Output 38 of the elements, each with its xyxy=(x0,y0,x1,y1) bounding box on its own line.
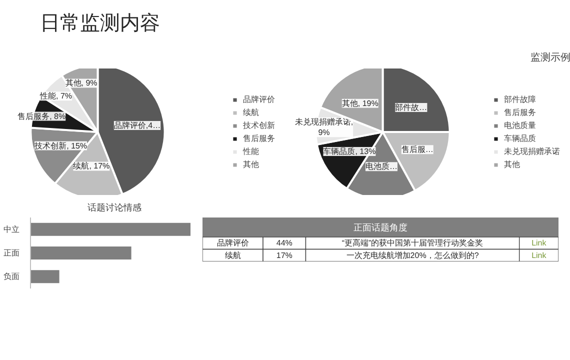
data-label: 其他, 9% xyxy=(65,78,98,88)
legend-label: 性能 xyxy=(243,146,260,156)
legend-label: 未兑现捐赠承诺 xyxy=(504,146,560,156)
text: 续航 xyxy=(224,250,241,260)
legend-label: 续航 xyxy=(243,106,260,118)
text: “更高端”的获中国第十届管理行动奖金奖 xyxy=(342,238,484,248)
y-tick-label: 负面 xyxy=(4,272,20,282)
data-label: 车辆品质, 13% xyxy=(323,146,376,156)
data-label: 续航, 17% xyxy=(73,162,110,171)
text: 正面话题角度 xyxy=(354,222,408,232)
y-tick-label: 中立 xyxy=(4,224,20,234)
legend-label: 车辆品质 xyxy=(504,132,536,144)
legend-label: 技术创新 xyxy=(243,120,275,130)
legend-label: 其他 xyxy=(504,158,521,170)
chart-title: 话题讨论情感 xyxy=(88,202,142,212)
data-label: 电池质… xyxy=(365,162,398,172)
y-tick-label: 正面 xyxy=(4,248,20,258)
text: 44% xyxy=(276,238,292,248)
legend-label: 品牌评价 xyxy=(243,94,275,104)
data-label: 技术创新, 15% xyxy=(34,141,88,150)
legend-label: 售后服务 xyxy=(243,132,275,144)
legend-label: 部件故障 xyxy=(504,94,536,104)
legend-label: 售后服务 xyxy=(504,106,536,118)
text: 17% xyxy=(276,250,292,260)
legend-label: 其他 xyxy=(243,158,260,170)
data-label: 售后服… xyxy=(401,145,434,154)
data-label: 性能, 7% xyxy=(39,92,72,101)
text: Link xyxy=(532,238,548,248)
data-label: 部件故… xyxy=(395,103,428,112)
text: 日常监测内容 xyxy=(40,12,160,34)
legend-label: 电池质量 xyxy=(504,120,536,130)
text: 品牌评价 xyxy=(216,238,249,248)
data-label: 其他, 19% xyxy=(342,98,378,108)
data-label: 售后服务, 8% xyxy=(18,112,66,121)
data-label: 品牌评价,4… xyxy=(114,121,161,130)
text: 一次充电续航增加20%，怎么做到的? xyxy=(346,250,480,260)
chart-title: 监测示例 xyxy=(530,52,570,64)
text: Link xyxy=(532,250,548,260)
